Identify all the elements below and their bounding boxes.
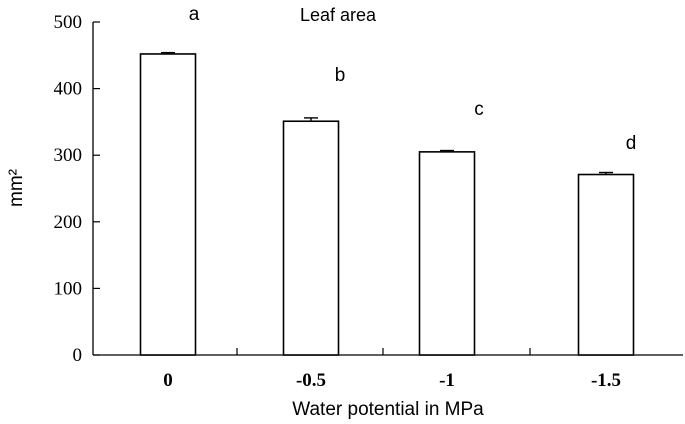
y-ticks (93, 21, 100, 356)
significance-letters: a b c d (189, 4, 637, 154)
significance-letter: d (626, 133, 637, 154)
significance-letter: c (474, 99, 484, 120)
bar (139, 53, 197, 356)
y-tick-label: 400 (54, 79, 83, 100)
error-bars (161, 51, 613, 175)
plot-area: a b c d 0 -0.5 -1 -1.5 0 100 200 300 400 500 (54, 4, 683, 391)
x-tick-label: 0 (163, 370, 173, 391)
x-tick-label: -1 (439, 370, 455, 391)
x-axis-label: Water potential in MPa (292, 399, 484, 420)
y-tick-label: 300 (54, 145, 83, 166)
y-tick-label: 100 (54, 278, 83, 299)
y-tick-label: 0 (73, 345, 83, 366)
y-tick-label: 200 (54, 212, 83, 233)
bar (418, 151, 476, 356)
significance-letter: a (189, 4, 200, 25)
x-tick-label: -0.5 (296, 370, 326, 391)
bars (139, 53, 635, 356)
x-tick-labels: 0 -0.5 -1 -1.5 (163, 370, 621, 391)
y-axis-label: mm² (6, 169, 27, 207)
significance-letter: b (335, 65, 346, 86)
x-tick-label: -1.5 (591, 370, 621, 391)
y-tick-label: 500 (54, 12, 83, 33)
chart-title: Leaf area (300, 5, 377, 25)
y-tick-labels: 0 100 200 300 400 500 (54, 12, 83, 366)
bar (282, 120, 340, 356)
x-ticks (236, 348, 531, 355)
bar (577, 173, 635, 356)
